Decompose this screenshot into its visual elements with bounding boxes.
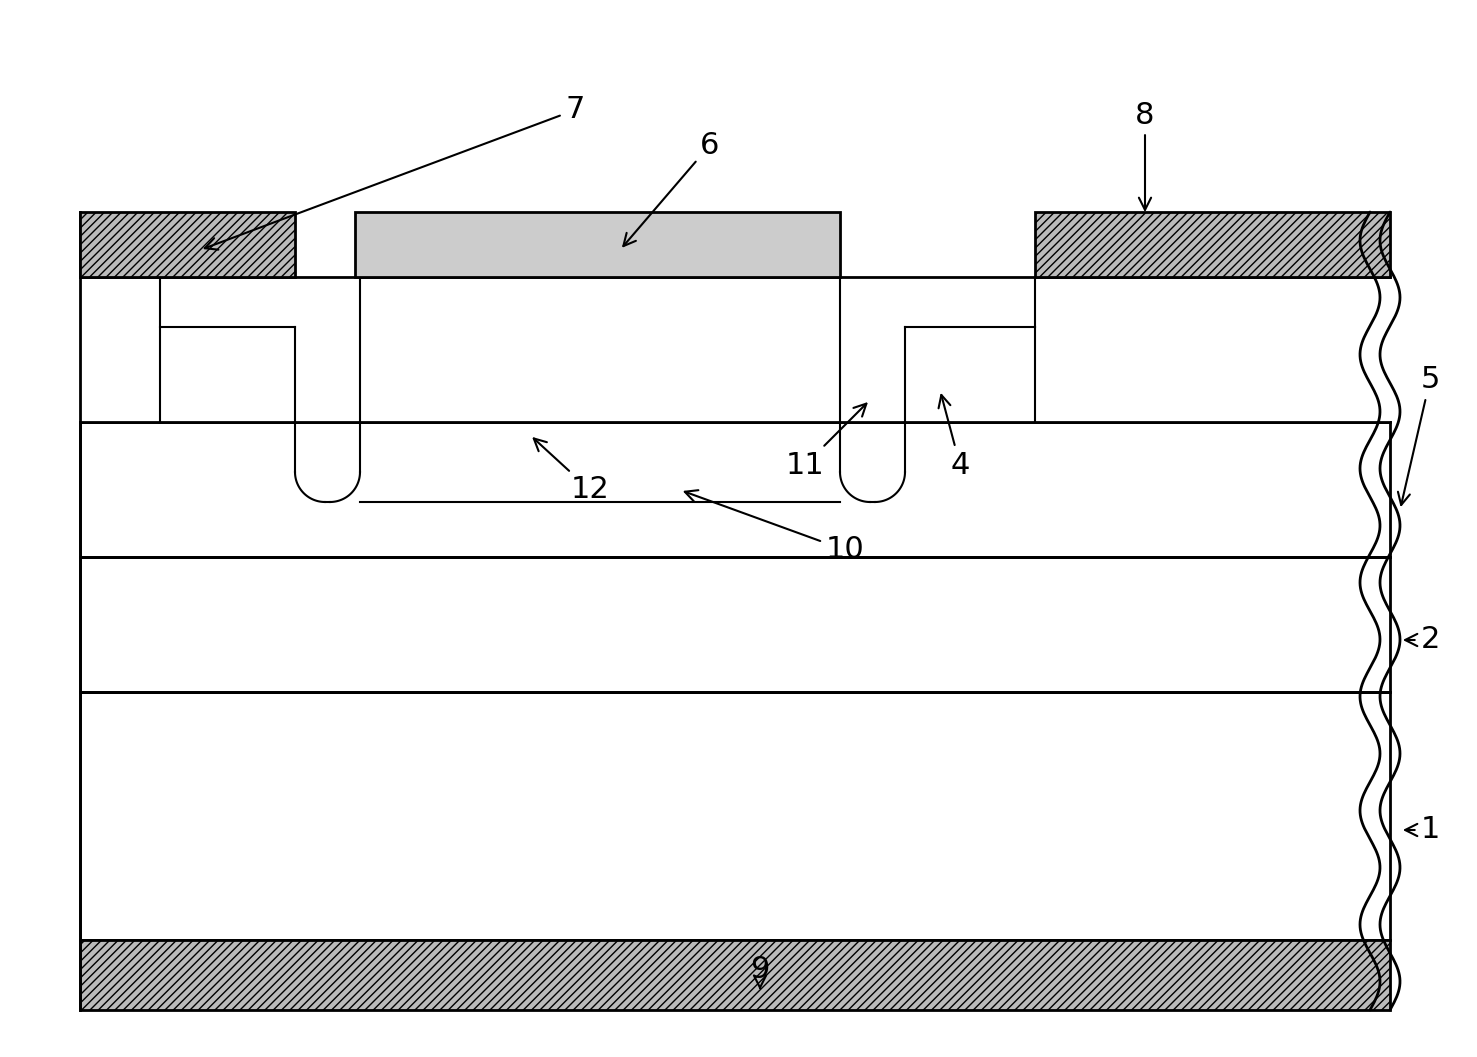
Text: 5: 5 — [1397, 366, 1440, 505]
Text: 2: 2 — [1405, 626, 1440, 654]
Text: 10: 10 — [685, 490, 864, 564]
Bar — [80, 557, 1390, 692]
Bar — [80, 940, 1390, 1010]
Bar — [80, 422, 1390, 557]
Text: 6: 6 — [623, 130, 719, 246]
Text: 4: 4 — [938, 395, 970, 480]
Bar — [354, 212, 840, 277]
Text: 7: 7 — [205, 95, 585, 249]
Text: 9: 9 — [750, 956, 770, 988]
Bar — [80, 277, 1390, 422]
Text: 11: 11 — [786, 404, 867, 480]
Text: 12: 12 — [533, 439, 610, 504]
Bar — [80, 212, 295, 277]
Bar — [1035, 212, 1390, 277]
Bar — [80, 692, 1390, 940]
Text: 1: 1 — [1405, 816, 1440, 845]
Text: 8: 8 — [1136, 100, 1155, 210]
